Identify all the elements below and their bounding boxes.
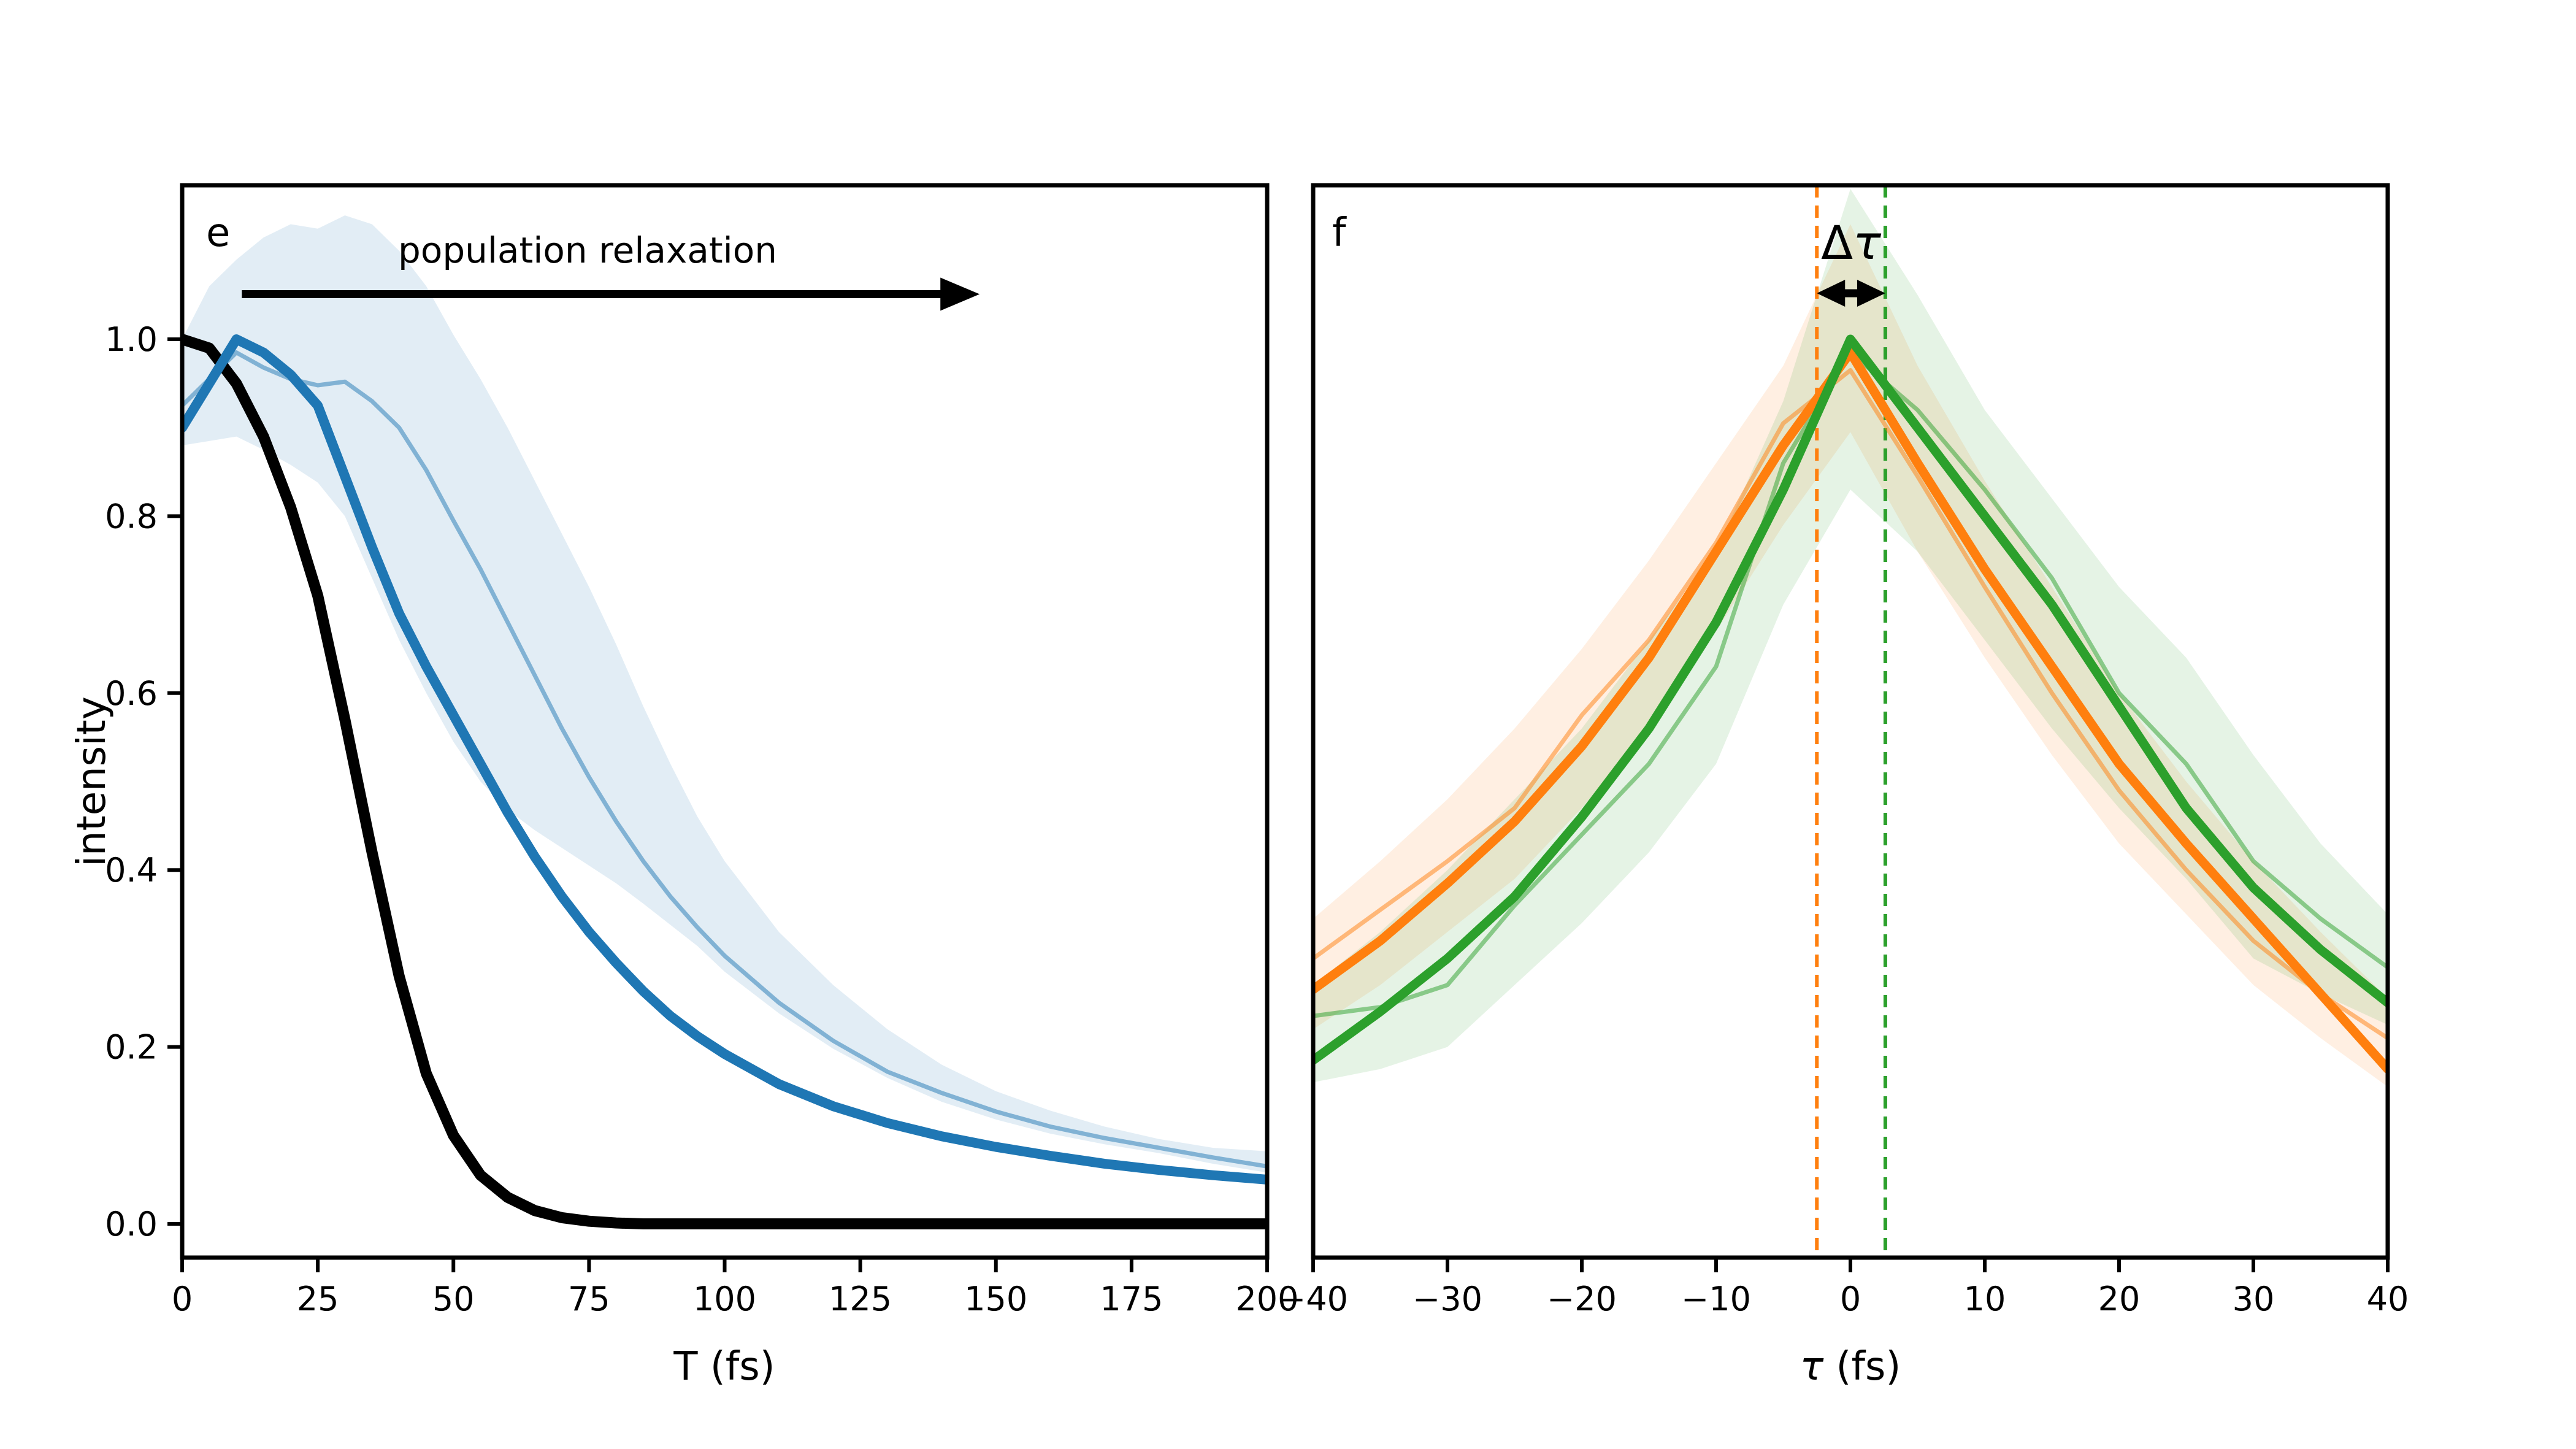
tau-symbol: τ: [1853, 215, 1881, 270]
panel-e-letter: e: [206, 210, 231, 256]
orange-confidence-band: [1313, 224, 2388, 1087]
y-axis-title-intensity: intensity: [69, 696, 115, 867]
x-tick-label: 10: [1964, 1280, 2006, 1318]
x-tick-label: 150: [964, 1280, 1027, 1318]
x-axis-title-tau-fs: τ (fs): [1800, 1347, 1901, 1386]
green-confidence-band: [1313, 188, 2388, 1083]
panel-e-plot-area: [182, 215, 1267, 1229]
x-tick-label: 75: [568, 1280, 610, 1318]
x-tick-label: 0: [1840, 1280, 1861, 1318]
x-tick-label: −40: [1278, 1280, 1348, 1318]
y-tick-label: 1.0: [105, 320, 158, 359]
delta-tau-arrow-head-left: [1817, 280, 1846, 307]
population-relaxation-annotation: population relaxation: [398, 229, 777, 271]
blue-confidence-band: [182, 215, 1267, 1173]
delta-tau-annotation: Δτ: [1821, 220, 1881, 266]
tau-axis-symbol: τ: [1800, 1344, 1824, 1389]
x-tick-label: −30: [1413, 1280, 1482, 1318]
y-tick-label: 0.8: [105, 497, 158, 536]
y-tick-label: 0.4: [105, 851, 158, 890]
x-tick-label: 30: [2233, 1280, 2275, 1318]
y-tick-label: 0.0: [105, 1205, 158, 1243]
x-tick-label: 20: [2098, 1280, 2141, 1318]
relaxation-arrow-head: [940, 277, 980, 311]
thick-green-crosscorrelation: [1313, 334, 2388, 1065]
tau-axis-unit: (fs): [1823, 1344, 1901, 1389]
thick-blue-signal-trace: [182, 334, 1267, 1185]
x-tick-label: 125: [829, 1280, 892, 1318]
x-tick-label: 0: [172, 1280, 193, 1318]
x-tick-label: −10: [1681, 1280, 1751, 1318]
x-tick-label: 175: [1100, 1280, 1163, 1318]
x-axis-title-T-fs: T (fs): [673, 1344, 775, 1389]
delta-symbol: Δ: [1821, 215, 1853, 270]
black-reference-decay: [182, 334, 1267, 1229]
x-tick-label: 200: [1235, 1280, 1298, 1318]
y-tick-label: 0.2: [105, 1028, 158, 1067]
x-tick-label: 100: [693, 1280, 756, 1318]
panel-f-plot-area: [1313, 185, 2388, 1258]
panel-f-letter: f: [1332, 210, 1346, 256]
x-tick-label: 40: [2367, 1280, 2409, 1318]
x-tick-label: 25: [297, 1280, 339, 1318]
thin-blue-mean-trace: [182, 350, 1267, 1169]
thick-orange-crosscorrelation: [1313, 348, 2388, 1074]
thin-orange-trace: [1313, 367, 2388, 1040]
x-tick-label: 50: [432, 1280, 475, 1318]
x-tick-label: −20: [1547, 1280, 1617, 1318]
delta-tau-arrow-head-right: [1857, 280, 1885, 307]
y-tick-label: 0.6: [105, 674, 158, 713]
